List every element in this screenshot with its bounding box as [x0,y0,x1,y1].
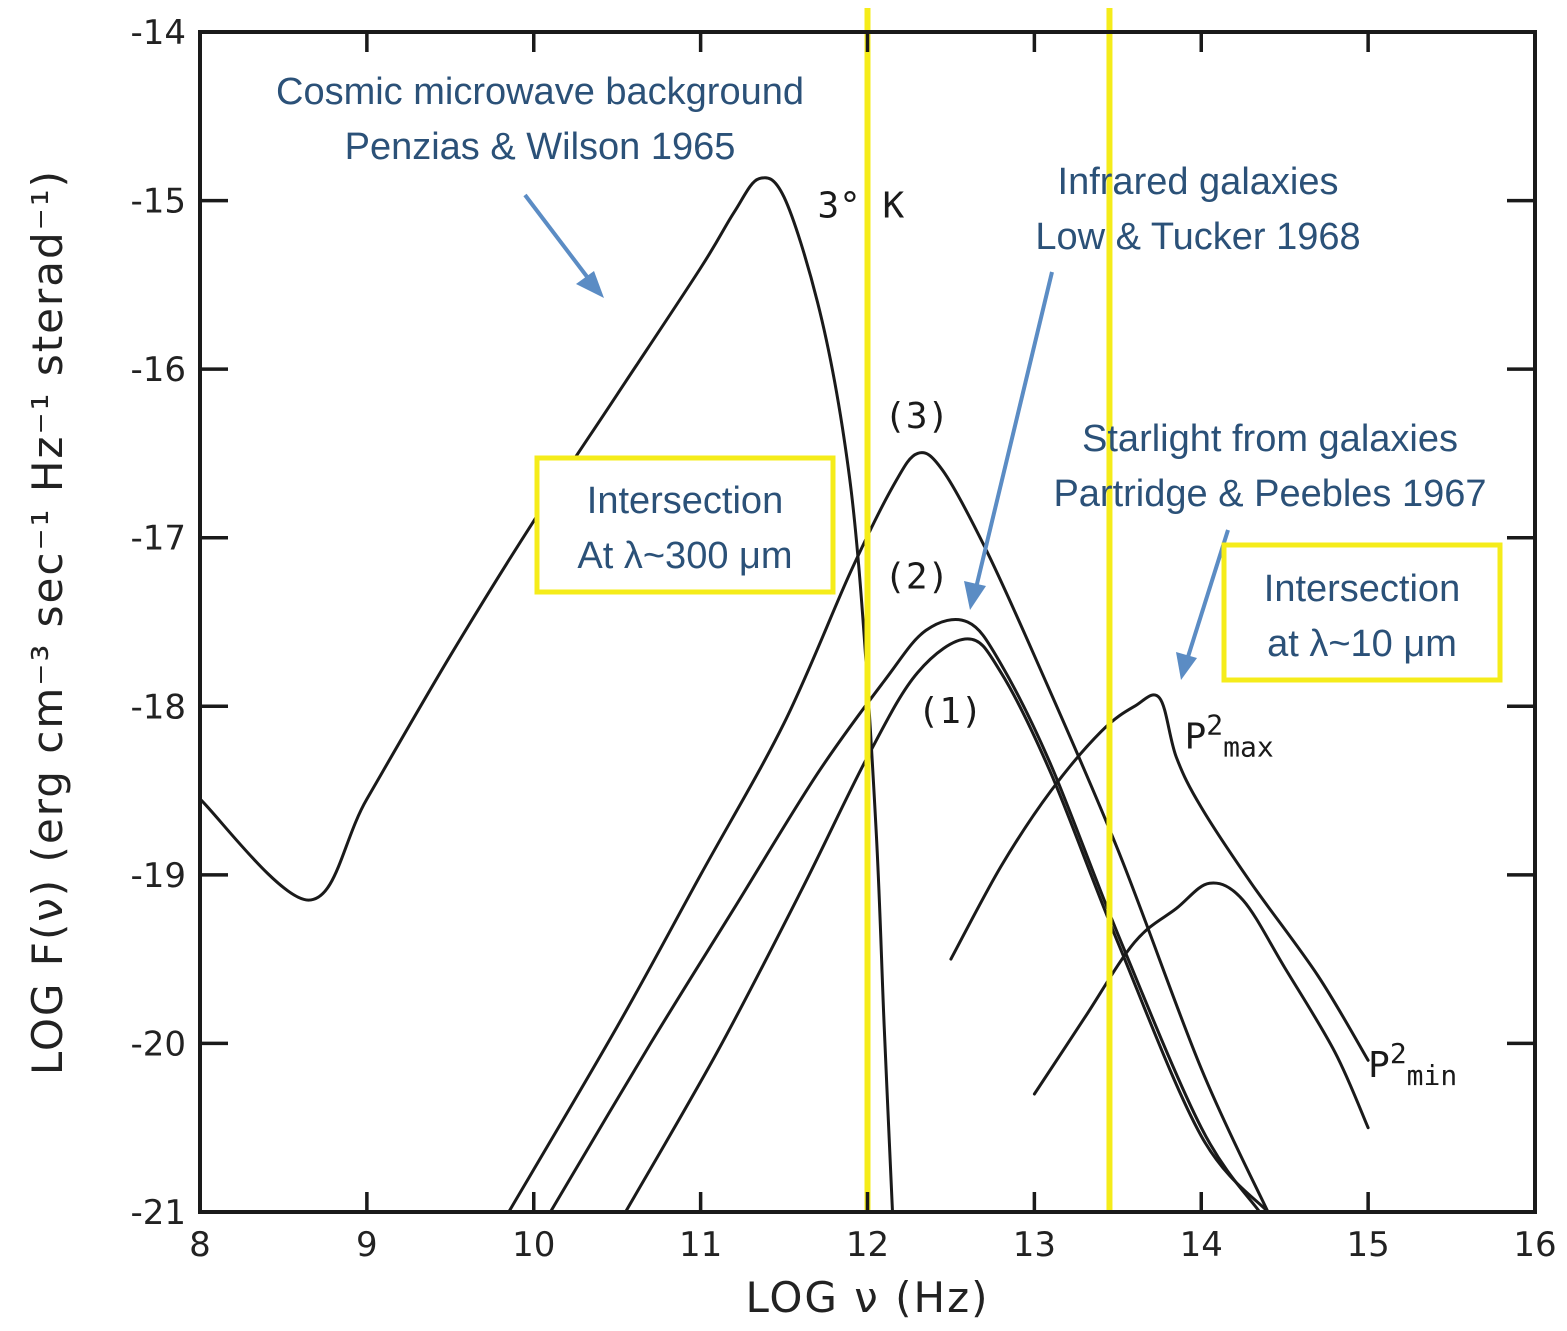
annotation-starlight-line2: Partridge & Peebles 1967 [1053,473,1486,515]
x-axis-title: LOG ν (Hz) [745,1273,989,1322]
y-tick-label-0: -14 [130,13,186,53]
intersection-box-300um-line1: Intersection [587,480,783,522]
curve-label-0: 3° K [817,185,904,226]
series-line-0 [198,176,894,1214]
y-tick-label-6: -20 [130,1024,186,1064]
curve-label-2: (2) [884,556,949,597]
curve-label-1: (3) [884,396,949,437]
x-tick-label-6: 14 [1180,1225,1223,1265]
x-tick-label-3: 11 [679,1225,722,1265]
annotation-starlight-line1: Starlight from galaxies [1082,418,1458,460]
x-tick-label-0: 8 [189,1225,211,1265]
intersection-box-300um [534,455,836,595]
x-tick-label-1: 9 [356,1225,378,1265]
arrow-infrared-head [964,581,986,610]
arrow-starlight [1185,529,1230,661]
y-tick-label-5: -19 [130,856,186,896]
arrow-cmb-head [576,271,604,298]
ticks-layer: 8 9 10 11 12 13 14 15 16 -14 -15 -16 -17 -18 -19 -20 -21 [130,13,1556,1265]
y-tick-label-4: -18 [130,687,186,727]
vertical-lines-layer [864,8,1113,1212]
y-tick-label-7: -21 [130,1193,186,1233]
series-line-5 [1032,881,1370,1130]
arrow-infrared [974,271,1054,589]
plot-frame [198,30,1537,1214]
x-tick-label-7: 15 [1346,1225,1389,1265]
intersection-box-10um [1221,542,1503,683]
annotation-infrared-line2: Low & Tucker 1968 [1035,216,1360,258]
intersection-box-10um-line1: Intersection [1264,568,1460,610]
annotation-infrared-line1: Infrared galaxies [1058,161,1339,203]
x-tick-label-2: 10 [512,1225,555,1265]
arrow-cmb [523,193,590,280]
annotation-cmb-line2: Penzias & Wilson 1965 [345,126,736,168]
intersection-box-300um-line2: At λ~300 μm [577,535,792,577]
series-line-1 [507,451,1270,1214]
curve-label-3: (1) [918,691,983,732]
annotation-arrows [523,193,1230,680]
y-tick-label-3: -17 [130,519,186,559]
series-line-3 [624,637,1270,1214]
y-axis-title: LOG F(ν) (erg cm⁻³ sec⁻¹ Hz⁻¹ sterad⁻¹) [23,169,72,1075]
y-tick-label-1: -15 [130,182,186,222]
x-tick-label-8: 16 [1513,1225,1556,1265]
series-line-4 [949,693,1370,1062]
curve-label-4: P2max [1185,708,1274,763]
y-tick-label-2: -16 [130,350,186,390]
x-tick-label-5: 13 [1013,1225,1056,1265]
series-line-2 [548,618,1262,1214]
arrow-starlight-head [1176,652,1197,680]
x-tick-label-4: 12 [846,1225,889,1265]
annotation-cmb-line1: Cosmic microwave background [276,71,804,113]
intersection-box-10um-line2: at λ~10 μm [1267,623,1457,665]
curves-layer [198,176,1370,1214]
